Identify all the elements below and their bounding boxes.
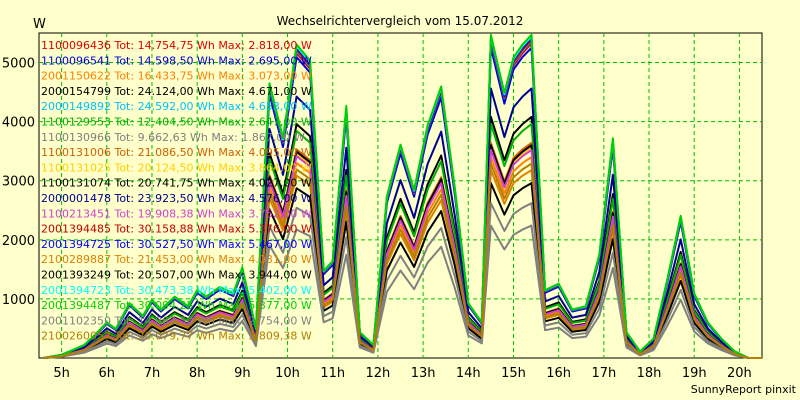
x-tick-label: 16h bbox=[546, 366, 571, 381]
x-tick-label: 19h bbox=[682, 366, 707, 381]
legend: 1100096436 Tot: 14.754,75 Wh Max: 2.818,… bbox=[41, 39, 312, 343]
legend-entry-2001150622: 2001150622 Tot: 16.433,75 Wh Max: 3.073,… bbox=[41, 70, 312, 83]
legend-entry-1100096541: 1100096541 Tot: 14.598,50 Wh Max: 2.695,… bbox=[41, 54, 312, 67]
x-tick-label: 14h bbox=[456, 366, 481, 381]
legend-entry-2000149892: 2000149892 Tot: 24.592,00 Wh Max: 4.653,… bbox=[41, 100, 312, 113]
legend-entry-2001394485: 2001394485 Tot: 30.158,88 Wh Max: 5.376,… bbox=[41, 223, 312, 236]
legend-entry-1100213451: 1100213451 Tot: 19.908,38 Wh Max: 3.752,… bbox=[41, 207, 312, 220]
legend-entry-2001394487: 2001394487 Tot: 30.094,25 Wh Max: 5.377,… bbox=[41, 299, 312, 312]
x-tick-label: 18h bbox=[637, 366, 662, 381]
legend-entry-1100131074: 1100131074 Tot: 20.741,75 Wh Max: 4.027,… bbox=[41, 177, 312, 190]
series-line-2001102350 bbox=[43, 202, 762, 359]
y-tick-label: 1000 bbox=[2, 293, 35, 308]
grid-lines bbox=[39, 33, 762, 358]
y-tick-label: 2000 bbox=[2, 234, 35, 249]
legend-entry-2001102350: 2001102350 Tot: 14.863,50 Wh Max: 2.754,… bbox=[41, 314, 312, 327]
x-tick-label: 20h bbox=[727, 366, 752, 381]
legend-entry-2001393249: 2001393249 Tot: 20.507,00 Wh Max: 3.944,… bbox=[41, 269, 312, 282]
series-line-2001394487 bbox=[43, 33, 762, 359]
chart-title: Wechselrichtervergleich vom 15.07.2012 bbox=[277, 14, 524, 28]
y-axis-ticks: 1000 2000 3000 4000 5000 bbox=[2, 57, 35, 308]
legend-entry-2001394723: 2001394723 Tot: 30.473,38 Wh Max: 5.402,… bbox=[41, 284, 312, 297]
legend-entry-1100130966: 1100130966 Tot: 9.662,63 Wh Max: 1.867,0… bbox=[41, 131, 305, 144]
series-lines bbox=[43, 33, 762, 359]
legend-entry-2000001478: 2000001478 Tot: 23.923,50 Wh Max: 4.576,… bbox=[41, 192, 312, 205]
x-tick-label: 10h bbox=[275, 366, 300, 381]
x-tick-label: 13h bbox=[411, 366, 436, 381]
chart-credit: SunnyReport pinxit bbox=[691, 383, 797, 396]
x-tick-label: 15h bbox=[501, 366, 526, 381]
legend-entry-2100260057: 2100260057 Tot: 20.079,77 Wh Max: 3.809,… bbox=[41, 330, 312, 343]
x-tick-label: 11h bbox=[320, 366, 345, 381]
y-tick-label: 3000 bbox=[2, 175, 35, 190]
legend-entry-1100096436: 1100096436 Tot: 14.754,75 Wh Max: 2.818,… bbox=[41, 39, 312, 52]
x-tick-label: 8h bbox=[189, 366, 206, 381]
x-tick-label: 6h bbox=[99, 366, 116, 381]
x-tick-label: 17h bbox=[591, 366, 616, 381]
x-axis-ticks: 5h 6h 7h 8h 9h 10h 11h 12h 13h 14h 15h 16h 17h 18h 19h… bbox=[53, 366, 751, 381]
legend-entry-1100131006: 1100131006 Tot: 21.086,50 Wh Max: 4.095,… bbox=[41, 146, 312, 159]
x-tick-label: 5h bbox=[53, 366, 70, 381]
y-axis-unit: W bbox=[33, 17, 46, 32]
series-line-2000001478 bbox=[43, 87, 762, 359]
y-tick-label: 5000 bbox=[2, 57, 35, 72]
y-tick-label: 4000 bbox=[2, 116, 35, 131]
legend-entry-1100129553: 1100129553 Tot: 12.404,50 Wh Max: 2.647,… bbox=[41, 116, 312, 129]
legend-entry-2001394725: 2001394725 Tot: 30.527,50 Wh Max: 5.467,… bbox=[41, 238, 312, 251]
x-tick-label: 12h bbox=[366, 366, 391, 381]
legend-entry-2000154799: 2000154799 Tot: 24.124,00 Wh Max: 4.671,… bbox=[41, 85, 312, 98]
legend-entry-2100289887: 2100289887 Tot: 21.453,00 Wh Max: 4.031,… bbox=[41, 253, 312, 266]
plot-frame bbox=[38, 32, 763, 359]
legend-entry-1100131025: 1100131025 Tot: 20.124,50 Wh Max: 3.864,… bbox=[41, 161, 312, 174]
series-line-2100260057 bbox=[43, 162, 762, 359]
x-tick-label: 7h bbox=[144, 366, 161, 381]
x-tick-label: 9h bbox=[234, 366, 251, 381]
